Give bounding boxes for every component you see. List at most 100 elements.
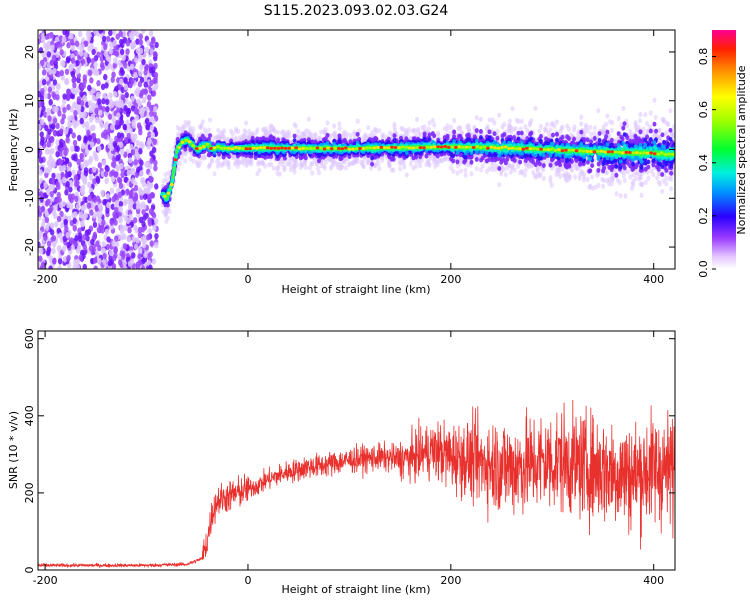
heatmap-cell [100,83,106,91]
heatmap-cell [487,129,492,135]
heatmap-cell [78,50,84,57]
heatmap-cell [523,167,528,173]
heatmap-cell [139,159,144,166]
heatmap-cell [52,129,58,137]
heatmap-cell [138,216,144,224]
heatmap-cell [203,154,208,160]
heatmap-cell [41,78,47,86]
heatmap-cell [47,165,53,172]
heatmap-cell [133,72,138,79]
heatmap-cell [87,69,93,76]
heatmap-cell [135,153,141,160]
heatmap-cell [119,48,125,56]
heatmap-cell [531,169,536,176]
heatmap-cell [50,184,55,191]
heatmap-cell [110,76,115,83]
heatmap-cell [118,141,124,148]
heatmap-cell [109,123,115,131]
heatmap-cell [303,164,308,171]
heatmap-cell [128,198,134,205]
heatmap-cell [46,92,52,100]
heatmap-cell [67,161,72,168]
heatmap-cell [436,158,441,164]
heatmap-cell [51,123,56,130]
heatmap-cell [661,117,666,123]
heatmap-cell [377,128,382,134]
heatmap-cell [148,176,154,183]
heatmap-cell [92,257,98,264]
heatmap-cell [279,130,284,136]
heatmap-cell [142,76,148,83]
heatmap-cell [215,158,220,164]
heatmap-cell [57,110,62,117]
heatmap-cell [77,134,82,142]
heatmap-cell [234,128,239,134]
heatmap-cell [151,90,157,97]
heatmap-cell [101,35,107,42]
heatmap-cell [141,220,146,228]
heatmap-cell [111,240,116,247]
heatmap-cell [70,71,76,78]
heatmap-cell [426,126,431,132]
heatmap-cell [97,162,102,169]
heatmap-cell [82,111,87,118]
heatmap-cell [210,157,215,163]
heatmap-cell [121,250,126,258]
heatmap-cell [526,163,531,169]
heatmap-cell [249,158,254,164]
heatmap-cell [134,227,140,234]
heatmap-cell [558,174,563,180]
heatmap-cell [628,174,633,180]
heatmap-cell [490,163,495,169]
heatmap-cell [509,129,514,135]
heatmap-cell [130,78,135,85]
heatmap-cell [149,240,154,247]
heatmap-cell [138,70,143,77]
heatmap-cell [347,161,352,167]
heatmap-cell [416,126,421,132]
heatmap-cell [146,234,151,241]
heatmap-cell [275,170,280,176]
heatmap-cell [260,159,265,165]
heatmap-cell [500,164,505,170]
heatmap-cell [643,112,648,118]
heatmap-cell [73,211,78,218]
heatmap-cell [45,224,50,232]
heatmap-cell [56,215,62,223]
heatmap-cell [142,193,148,200]
heatmap-cell [499,171,504,177]
heatmap-cell [96,145,102,152]
heatmap-cell [121,30,127,38]
heatmap-cell [154,232,159,240]
heatmap-cell [108,47,113,55]
heatmap-cell [516,163,521,169]
heatmap-cell [65,201,71,209]
heatmap-cell [86,57,92,64]
heatmap-cell [80,189,86,196]
heatmap-cell [58,158,63,166]
heatmap-cell [281,162,286,168]
heatmap-cell [537,128,542,134]
heatmap-cell [134,114,140,121]
heatmap-cell [153,159,158,167]
heatmap-cell [39,118,45,126]
heatmap-cell [204,130,209,136]
heatmap-cell [47,207,53,214]
heatmap-cell [39,95,45,102]
heatmap-cell [61,164,67,172]
heatmap-cell [177,160,182,167]
heatmap-cell [43,181,48,189]
heatmap-cell [64,68,70,75]
heatmap-cell [233,161,238,167]
heatmap-cell [107,62,112,70]
heatmap-cell [70,45,76,52]
heatmap-cell [97,257,102,265]
heatmap-cell [141,257,146,264]
heatmap-cell [94,116,100,124]
heatmap-cell [75,203,81,210]
heatmap-cell [139,110,145,118]
heatmap-cell [68,65,74,72]
heatmap-cell [300,162,305,169]
chart-title: S115.2023.093.02.03.G24 [264,3,449,19]
heatmap-cell [366,125,371,131]
